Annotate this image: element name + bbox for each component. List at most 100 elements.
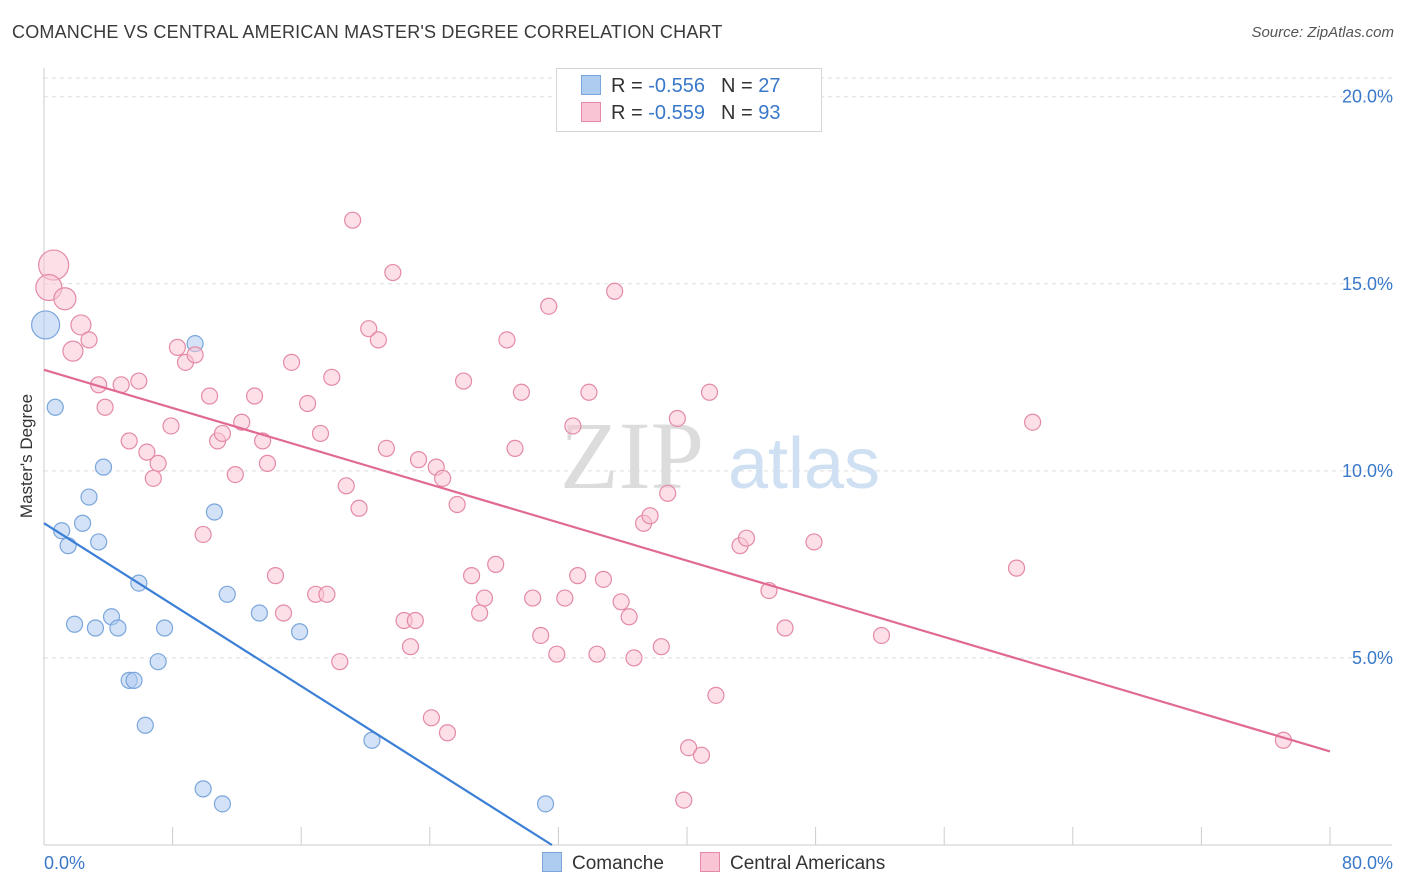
bottom-legend-label: Comanche — [572, 853, 664, 874]
comanche-point — [155, 619, 174, 637]
comanche-point — [136, 716, 154, 734]
trend-lines — [43, 368, 1331, 846]
central-americans-point — [462, 567, 481, 585]
legend-n-label: N = — [720, 102, 759, 124]
y-tick-label: 10.0% — [1342, 461, 1393, 481]
x-tick-label-max: 80.0% — [1342, 853, 1393, 873]
central-americans-point — [422, 709, 441, 727]
central-americans-point — [130, 372, 148, 390]
x-tick-label-min: 0.0% — [44, 853, 85, 873]
central-americans-point — [258, 454, 277, 472]
central-americans-point — [548, 645, 566, 663]
central-americans-trend-line — [43, 368, 1331, 753]
central-americans-point — [594, 570, 613, 588]
central-americans-point — [406, 611, 424, 630]
central-americans-point — [323, 368, 341, 386]
comanche-point — [536, 795, 555, 813]
legend-swatch-central-americans — [581, 102, 601, 122]
comanche-point — [149, 653, 167, 671]
central-americans-point — [1007, 559, 1026, 577]
bottom-legend-swatch-central-americans — [700, 852, 720, 872]
central-americans-point — [564, 417, 582, 435]
central-americans-point — [53, 287, 77, 311]
central-americans-point — [498, 331, 516, 349]
central-americans-point — [409, 451, 428, 469]
comanche-trend-line — [43, 522, 553, 846]
comanche-point — [290, 623, 309, 641]
comanche-point — [46, 398, 64, 416]
central-americans-point — [620, 608, 638, 626]
comanche-point — [90, 533, 108, 551]
central-americans-point — [707, 686, 725, 704]
central-americans-point — [675, 791, 693, 809]
legend-n-value: 93 — [758, 102, 781, 124]
central-americans-point — [344, 211, 362, 229]
comanche-point — [86, 619, 105, 637]
comanche-point — [194, 780, 212, 798]
comanche-point — [125, 671, 143, 689]
central-americans-point — [692, 746, 711, 764]
comanche-point — [73, 514, 92, 532]
central-americans-point — [194, 525, 212, 544]
comanche-point — [80, 488, 98, 506]
central-americans-point — [532, 626, 550, 645]
central-americans-point — [471, 604, 489, 622]
central-americans-point — [318, 585, 336, 603]
central-americans-point — [149, 454, 167, 472]
legend-r-value: -0.556 — [648, 75, 705, 97]
central-americans-point — [200, 387, 219, 405]
chart-title: COMANCHE VS CENTRAL AMERICAN MASTER'S DE… — [12, 22, 723, 42]
central-americans-point — [524, 589, 542, 607]
comanche-point — [53, 522, 71, 540]
comanche-point — [94, 458, 113, 476]
comanche-point — [59, 537, 77, 555]
legend-n-label: N = — [720, 75, 759, 97]
central-americans-point — [311, 424, 330, 443]
central-americans-point — [377, 439, 395, 458]
comanche-point — [250, 604, 269, 622]
central-americans-point — [80, 331, 98, 349]
legend-r-value: -0.559 — [648, 102, 705, 124]
central-americans-point — [612, 593, 630, 611]
legend-row-comanche: R = -0.556 N = 27 — [581, 75, 780, 101]
comanche-point — [213, 795, 232, 813]
central-americans-point — [434, 469, 452, 487]
comanche-point — [31, 310, 61, 340]
central-americans-point — [652, 638, 670, 656]
central-americans-point — [299, 394, 317, 413]
central-americans-point — [213, 424, 232, 443]
central-americans-point — [62, 340, 84, 362]
data-points — [31, 211, 1292, 813]
central-americans-point — [454, 372, 473, 390]
y-tick-label: 5.0% — [1352, 648, 1393, 668]
central-americans-point — [512, 383, 531, 401]
bottom-legend-swatch-comanche — [542, 852, 562, 872]
central-americans-point — [226, 465, 244, 484]
central-americans-point — [360, 320, 378, 338]
legend-r-label: R = — [611, 75, 649, 97]
central-americans-point — [1024, 413, 1042, 431]
central-americans-point — [369, 331, 387, 349]
central-americans-point — [282, 353, 301, 371]
source-label: Source: ZipAtlas.com — [1251, 24, 1394, 41]
central-americans-point — [120, 432, 138, 450]
central-americans-point — [438, 724, 457, 742]
central-americans-point — [186, 346, 204, 364]
bottom-legend-central-americans: Central Americans — [700, 852, 885, 875]
central-americans-point — [776, 619, 794, 637]
central-americans-point — [625, 649, 643, 667]
central-americans-point — [331, 653, 349, 671]
central-americans-point — [168, 338, 187, 356]
central-americans-point — [737, 529, 756, 547]
central-americans-point — [144, 469, 162, 487]
comanche-point — [109, 619, 127, 637]
central-americans-point — [138, 443, 156, 461]
central-americans-point — [569, 567, 587, 585]
central-americans-point — [872, 626, 891, 645]
central-americans-point — [540, 297, 558, 315]
comanche-point — [205, 503, 223, 521]
central-americans-point — [162, 417, 180, 435]
comanche-point — [218, 585, 236, 603]
central-americans-point — [96, 398, 114, 416]
